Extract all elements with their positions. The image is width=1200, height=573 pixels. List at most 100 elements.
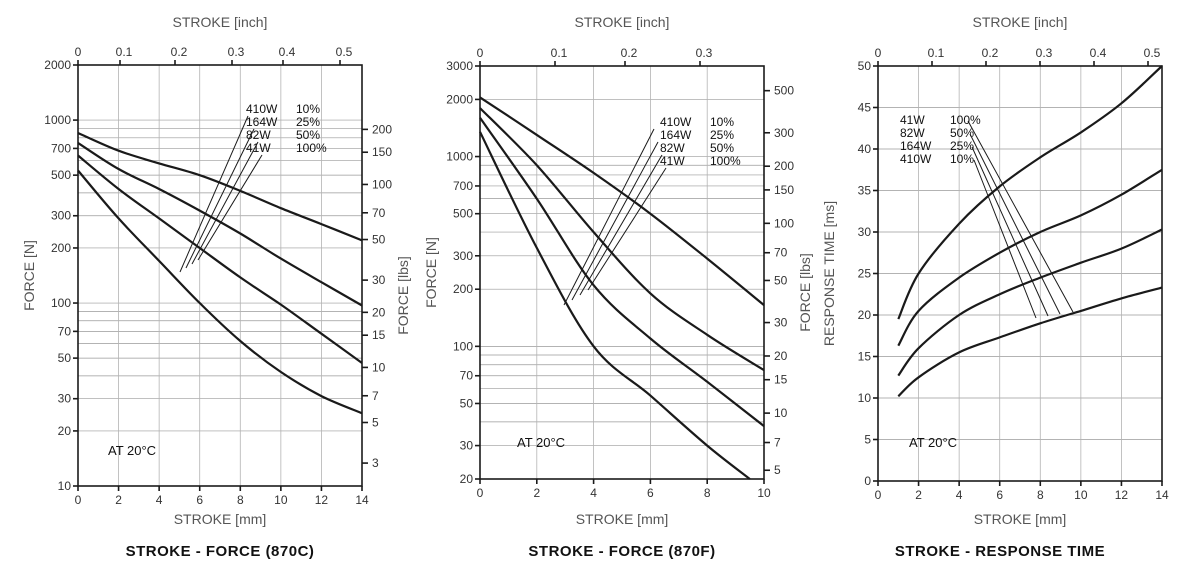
y-tick-label: 0 (864, 474, 871, 488)
legend-leader-line (587, 167, 667, 291)
x-tick-label: 4 (590, 486, 597, 500)
series-line-410w-10- (479, 96, 765, 306)
chart-title: STROKE - RESPONSE TIME (895, 543, 1105, 560)
legend-leader-line (191, 141, 259, 265)
y2-tick-label: 15 (774, 373, 788, 387)
y2-tick-label: 50 (774, 273, 788, 287)
chart-title: STROKE - FORCE (870F) (528, 543, 715, 560)
x-tick-label: 6 (996, 488, 1003, 502)
y-tick-label: 70 (58, 324, 72, 338)
y2-tick-label: 3 (372, 456, 379, 470)
y2-tick-label: 30 (774, 316, 788, 330)
x2-axis-label: STROKE [inch] (973, 14, 1068, 30)
legend-label: 82W (900, 126, 925, 140)
x-axis-label: STROKE [mm] (576, 511, 669, 527)
legend-label: 41W (900, 113, 925, 127)
y-tick-label: 40 (858, 142, 872, 156)
y-tick-label: 300 (453, 249, 473, 263)
x-tick-label: 0 (875, 488, 882, 502)
temperature-note: AT 20°C (108, 443, 156, 458)
legend-label: 82W (246, 128, 271, 142)
y2-tick-label: 7 (774, 436, 781, 450)
y2-tick-label: 100 (774, 216, 794, 230)
y-tick-label: 10 (58, 479, 72, 493)
chart-2: 0 2 4 6 8 10203050701002003005007001000200030… (423, 14, 813, 560)
series-line-164w-25- (77, 141, 363, 307)
x-tick-label: 6 (196, 493, 203, 507)
legend-value: 100% (950, 113, 981, 127)
temperature-note: AT 20°C (909, 435, 957, 450)
x2-tick-label: 0 (75, 45, 82, 59)
y2-tick-label: 7 (372, 389, 379, 403)
plot-frame (77, 64, 363, 487)
series-line-410w-10- (77, 131, 363, 242)
y2-axis-label: FORCE [lbs] (797, 253, 813, 332)
x-tick-label: 0 (477, 486, 484, 500)
x2-tick-label: 0.2 (171, 45, 188, 59)
x-tick-label: 14 (355, 493, 369, 507)
y-tick-label: 50 (460, 396, 474, 410)
y2-tick-label: 30 (372, 273, 386, 287)
x2-tick-label: 0.2 (982, 46, 999, 60)
series-line-164w-25- (897, 228, 1163, 377)
legend-leader-line (973, 159, 1037, 319)
x-tick-label: 6 (647, 486, 654, 500)
legend-label: 410W (900, 152, 932, 166)
y-tick-label: 50 (58, 351, 72, 365)
x2-tick-label: 0.5 (1144, 46, 1161, 60)
legend-leader-line (971, 146, 1049, 317)
x2-tick-label: 0 (477, 46, 484, 60)
y2-tick-label: 200 (372, 122, 392, 136)
y-tick-label: 100 (51, 296, 71, 310)
y-axis-label: FORCE [N] (21, 240, 37, 311)
legend-leader-line (563, 128, 655, 306)
x-tick-label: 2 (915, 488, 922, 502)
legend-leader-line (967, 120, 1074, 313)
x2-tick-label: 0.5 (336, 45, 353, 59)
y-tick-label: 5 (864, 433, 871, 447)
legend-value: 50% (710, 141, 734, 155)
x2-tick-label: 0.1 (551, 46, 568, 60)
x2-tick-label: 0.3 (228, 45, 245, 59)
series-line-41w-100- (897, 65, 1163, 320)
y-tick-label: 30 (460, 439, 474, 453)
legend-value: 100% (710, 154, 741, 168)
x2-tick-label: 0.4 (1090, 46, 1107, 60)
legend-value: 25% (710, 128, 734, 142)
x-tick-label: 2 (533, 486, 540, 500)
y-tick-label: 1000 (446, 150, 473, 164)
x2-axis-label: STROKE [inch] (575, 14, 670, 30)
y-tick-label: 70 (460, 369, 474, 383)
y2-tick-label: 150 (372, 145, 392, 159)
y2-axis-label: FORCE [lbs] (395, 256, 411, 335)
y2-tick-label: 5 (372, 415, 379, 429)
x-tick-label: 14 (1155, 488, 1169, 502)
plot-frame (479, 65, 765, 480)
y-tick-label: 30 (858, 225, 872, 239)
y-tick-label: 200 (453, 282, 473, 296)
series-line-82w-50- (77, 154, 363, 364)
y-tick-label: 700 (453, 179, 473, 193)
legend-label: 82W (660, 141, 685, 155)
y2-tick-label: 300 (774, 126, 794, 140)
legend-label: 410W (660, 115, 692, 129)
chart-title: STROKE - FORCE (870C) (126, 543, 315, 560)
series-line-164w-25- (479, 107, 765, 372)
y2-tick-label: 100 (372, 177, 392, 191)
y2-tick-label: 10 (774, 406, 788, 420)
legend-value: 100% (296, 141, 327, 155)
y2-tick-label: 70 (372, 206, 386, 220)
x-tick-label: 10 (1074, 488, 1088, 502)
legend-leader-line (185, 128, 255, 269)
series-line-82w-50- (897, 168, 1163, 347)
legend-leader-line (197, 154, 263, 261)
y-tick-label: 1000 (44, 113, 71, 127)
legend-leader-line (571, 141, 659, 301)
legend-value: 50% (296, 128, 320, 142)
chart-1: 0 2 4 6 8 10 12 1410203050701002003005007001000… (21, 14, 411, 560)
legend-label: 41W (246, 141, 271, 155)
y2-tick-label: 50 (372, 233, 386, 247)
y-tick-label: 45 (858, 101, 872, 115)
y-tick-label: 100 (453, 339, 473, 353)
series-line-410w-10- (897, 286, 1163, 398)
